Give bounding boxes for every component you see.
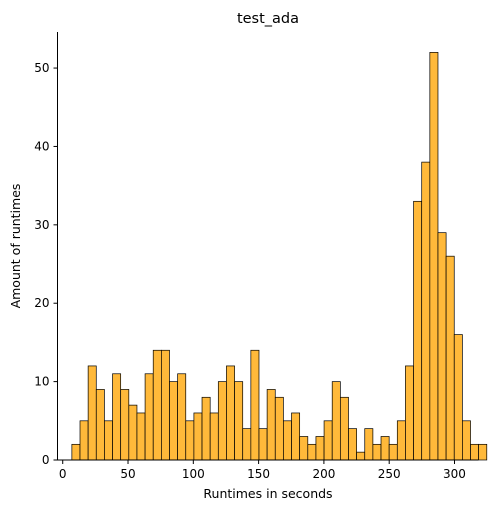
histogram-bar [266, 389, 276, 461]
histogram-bar [429, 52, 439, 461]
histogram-bar [478, 443, 488, 461]
histogram-bar [364, 428, 374, 461]
histogram-bar [234, 381, 244, 461]
histogram-bar [445, 255, 455, 461]
x-axis-label: Runtimes in seconds [203, 486, 332, 501]
histogram-bar [152, 349, 162, 461]
x-tick-label: 100 [182, 467, 205, 481]
histogram-bar [242, 428, 252, 461]
histogram-bar [331, 381, 341, 461]
histogram-bar [193, 412, 203, 461]
histogram-bar [104, 420, 113, 461]
histogram-bar [95, 389, 105, 461]
histogram-bar [462, 420, 471, 461]
histogram-bar [348, 428, 357, 461]
histogram-bar [307, 443, 317, 461]
chart-title: test_ada [237, 11, 299, 27]
histogram-bar [315, 436, 325, 461]
histogram-bar [120, 389, 130, 461]
x-tick-label: 50 [120, 467, 135, 481]
x-tick-label: 150 [247, 467, 270, 481]
y-axis-label: Amount of runtimes [8, 184, 23, 309]
x-tick-label: 250 [378, 467, 401, 481]
histogram-bar [396, 420, 406, 461]
histogram-bar [299, 436, 309, 461]
x-tick-label: 0 [59, 467, 67, 481]
histogram-bar [437, 232, 447, 461]
histogram-bar [226, 365, 235, 461]
x-ticks-group: 0 50 100 150 200 250 300 [59, 460, 466, 481]
histogram-bar [421, 161, 431, 461]
histogram-bar [380, 436, 390, 461]
y-tick-label: 0 [42, 453, 50, 467]
histogram-bar [470, 443, 480, 461]
histogram-bar [283, 420, 292, 461]
histogram-bar [453, 334, 463, 461]
histogram-bar [372, 443, 382, 461]
histogram-bar [79, 420, 89, 461]
histogram-bar [71, 443, 81, 461]
histogram-bar [128, 404, 138, 461]
histogram-bar [177, 373, 187, 461]
histogram-bar [169, 381, 178, 461]
histogram-bar [258, 428, 268, 461]
histogram-bar [413, 200, 423, 461]
histogram-bar [185, 420, 195, 461]
y-tick-label: 20 [34, 296, 49, 310]
y-ticks-group: 0 10 20 30 40 50 [34, 61, 58, 467]
histogram-bar [339, 396, 349, 461]
y-tick-label: 30 [34, 218, 49, 232]
histogram-bar [144, 373, 154, 461]
histogram-bar [274, 396, 284, 461]
bars-group [71, 52, 488, 461]
x-tick-label: 300 [443, 467, 466, 481]
histogram-bar [405, 365, 414, 461]
histogram-bar [112, 373, 122, 461]
y-tick-label: 40 [34, 139, 49, 153]
histogram-bar [161, 349, 170, 461]
histogram-bar [388, 443, 398, 461]
histogram-bar [217, 381, 227, 461]
histogram-bar [87, 365, 97, 461]
y-tick-label: 50 [34, 61, 49, 75]
histogram-bar [250, 349, 260, 461]
histogram-bar [136, 412, 146, 461]
x-tick-label: 200 [312, 467, 335, 481]
histogram-bar [356, 451, 366, 461]
histogram-bar [323, 420, 333, 461]
histogram-bar [291, 412, 301, 461]
histogram-bar [209, 412, 219, 461]
y-tick-label: 10 [34, 375, 49, 389]
histogram-bar [201, 396, 211, 461]
